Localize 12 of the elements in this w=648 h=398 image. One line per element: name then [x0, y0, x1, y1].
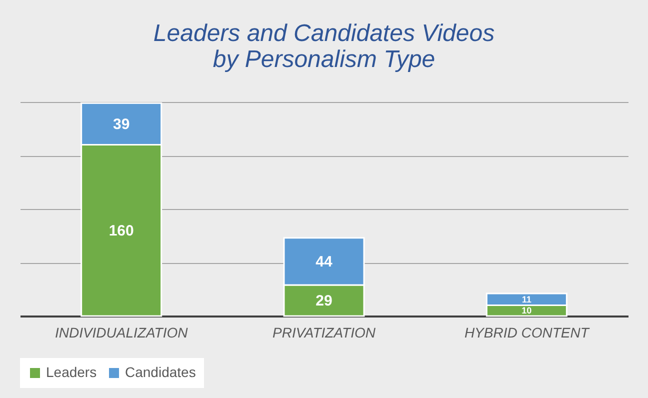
data-label: 29	[316, 292, 332, 310]
x-tick-label: INDIVIDUALIZATION	[54, 324, 189, 340]
x-tick-label: HYBRID CONTENT	[464, 324, 590, 340]
data-label: 10	[522, 306, 532, 316]
data-label: 39	[112, 116, 130, 133]
data-label: 160	[108, 222, 134, 240]
x-tick-label: PRIVATIZATION	[272, 324, 376, 340]
legend-label: Candidates	[125, 364, 196, 380]
data-label: 11	[522, 294, 532, 304]
data-label: 44	[316, 253, 333, 270]
chart-title: Leaders and Candidates Videos by Personalism Type	[153, 20, 495, 73]
legend-label: Leaders	[46, 364, 97, 380]
